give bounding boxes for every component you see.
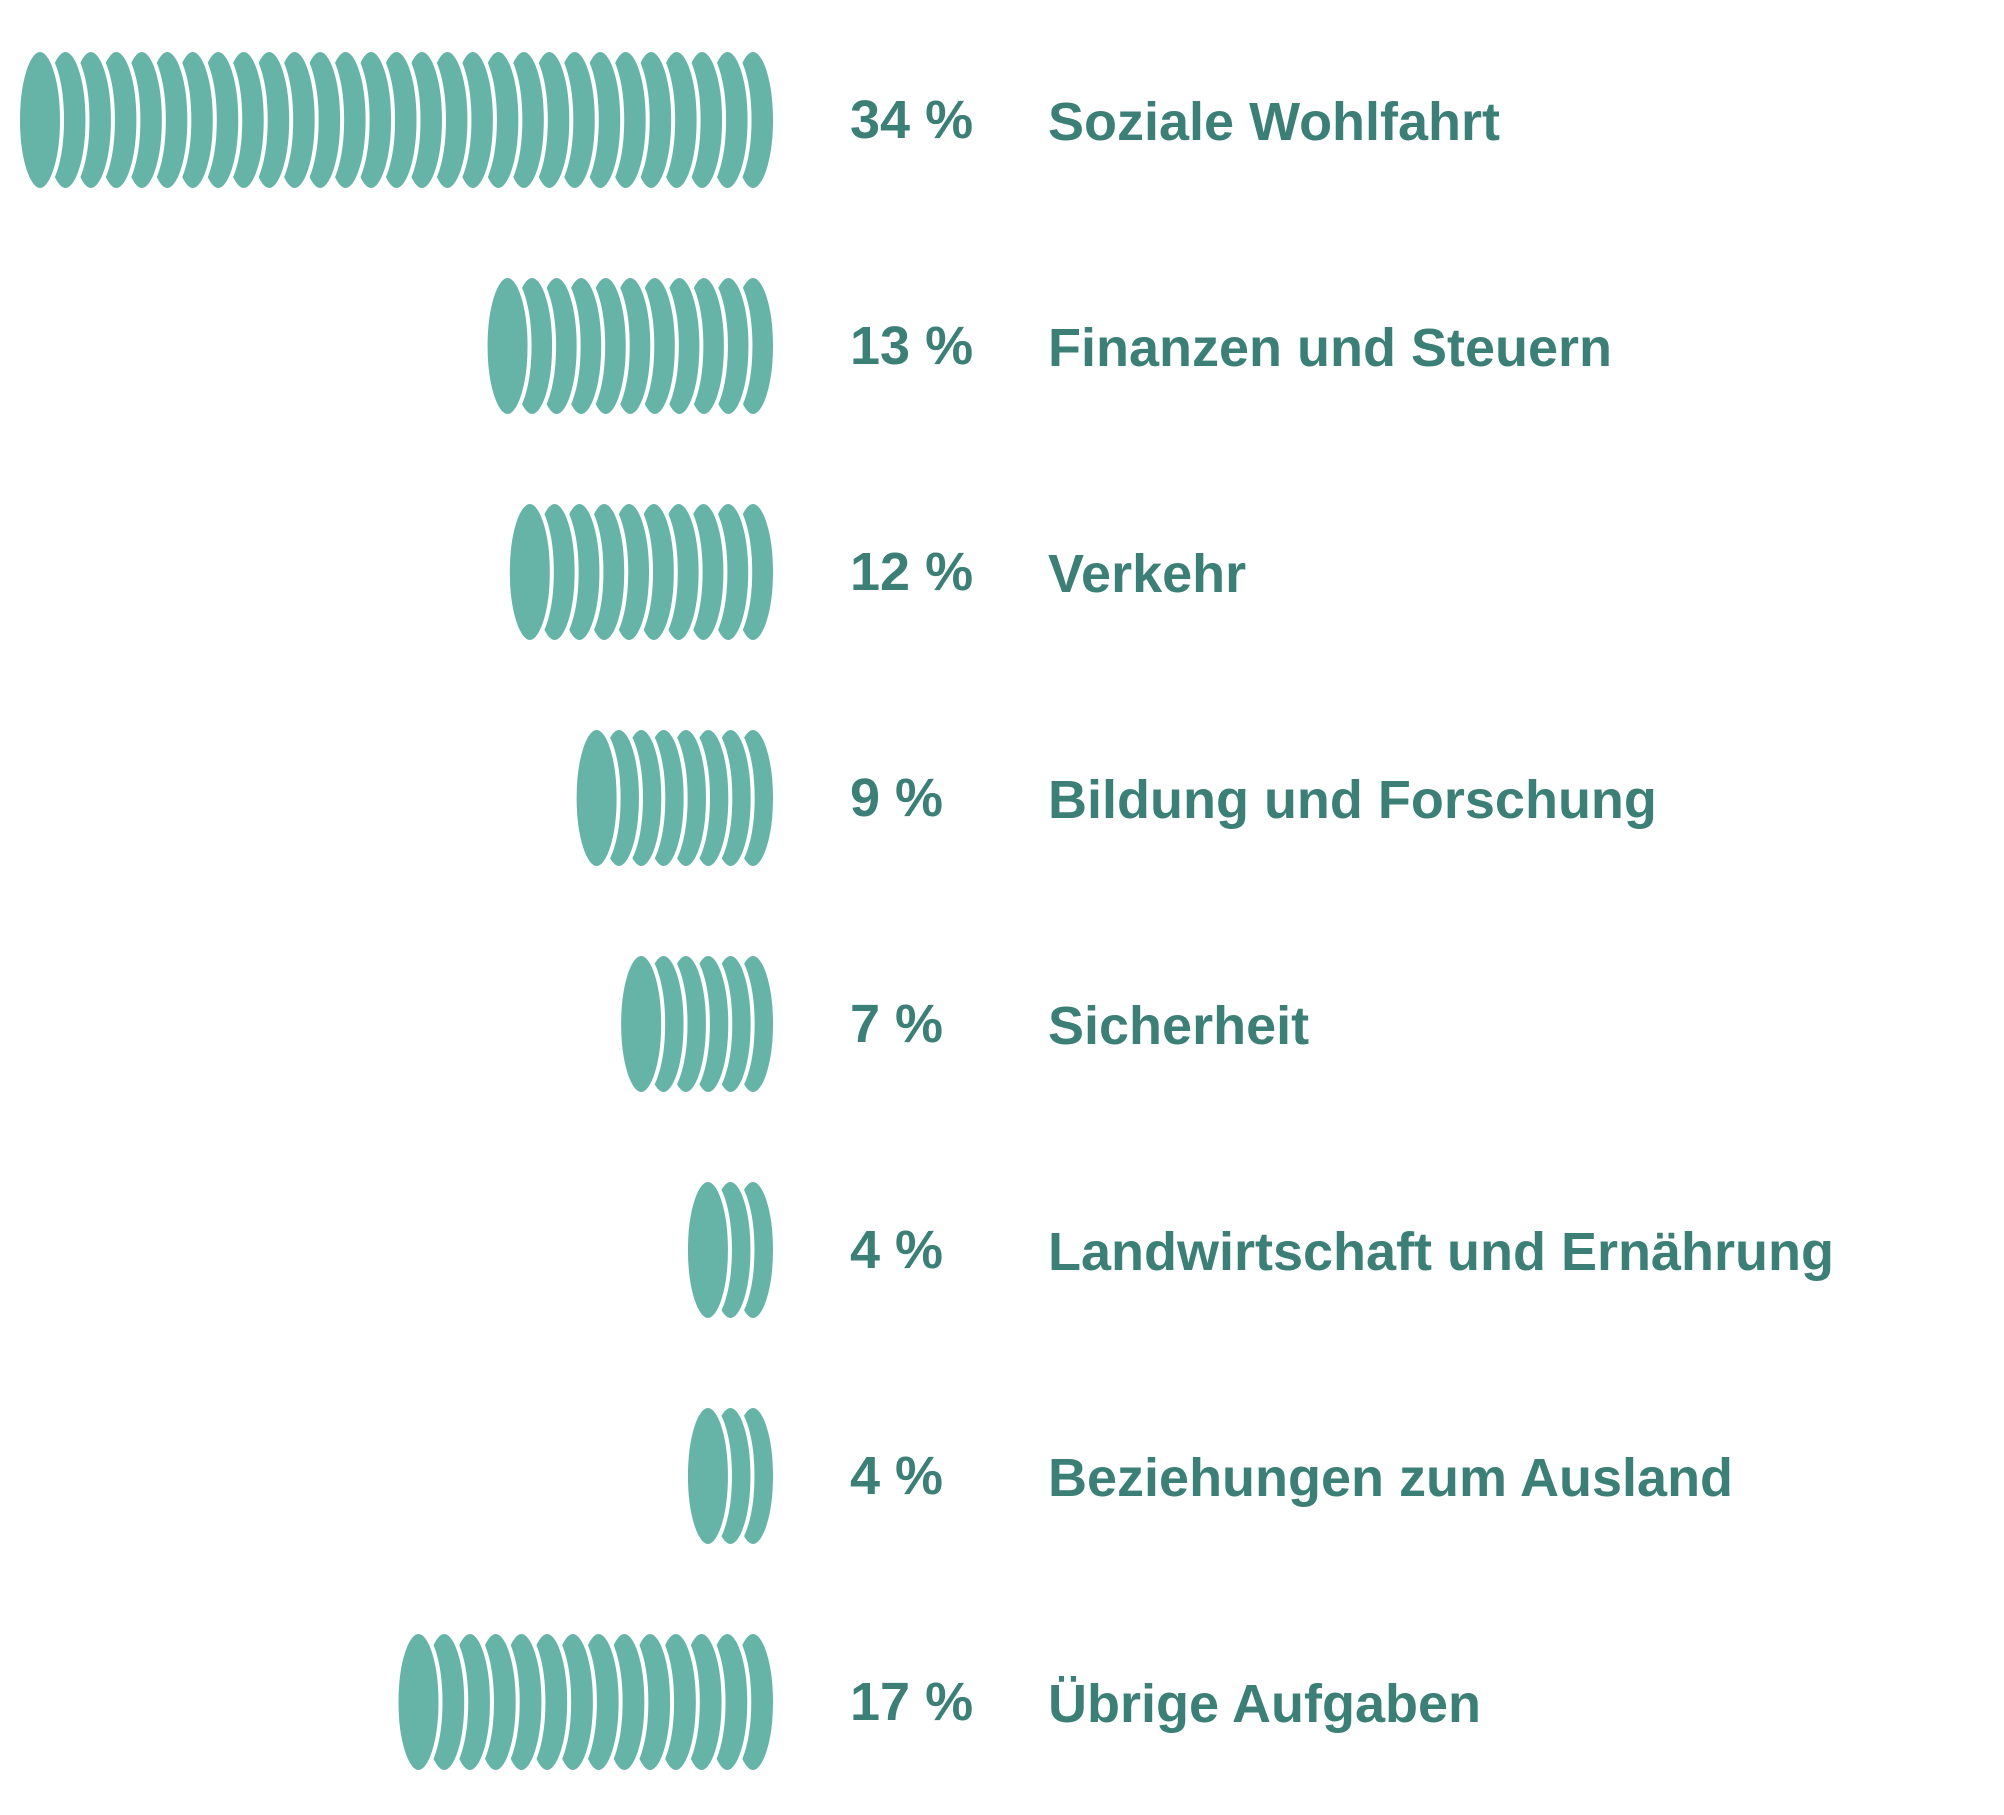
bar-6 [683,1178,777,1322]
bar-8 [394,1630,777,1774]
value-label: 4 % [850,1446,943,1506]
coin [16,48,64,192]
category-label: Verkehr [1048,544,1246,604]
category-label: Landwirtschaft und Ernährung [1048,1222,1834,1282]
coin [394,1630,443,1774]
value-label: 7 % [850,994,943,1054]
category-label: Sicherheit [1048,996,1309,1056]
bars-layer [16,48,777,1774]
value-label: 4 % [850,1220,943,1280]
category-label: Beziehungen zum Ausland [1048,1448,1733,1508]
bar-3 [505,500,777,644]
coin [572,726,621,870]
category-label: Übrige Aufgaben [1048,1674,1481,1734]
category-label: Soziale Wohlfahrt [1048,92,1500,152]
value-label: 13 % [850,316,973,376]
bar-5 [617,952,777,1096]
bar-1 [16,48,777,192]
coin [483,274,532,418]
bar-4 [572,726,777,870]
labels-layer: 34 % Soziale Wohlfahrt 13 % Finanzen und St… [850,90,1834,1734]
coin [505,500,554,644]
value-label: 12 % [850,542,973,602]
bar-2 [483,274,777,418]
coin [683,1178,732,1322]
value-label: 9 % [850,768,943,828]
category-label: Finanzen und Steuern [1048,318,1612,378]
value-label: 17 % [850,1672,973,1732]
bar-7 [683,1404,777,1548]
value-label: 34 % [850,90,973,150]
category-label: Bildung und Forschung [1048,770,1657,830]
coin [617,952,666,1096]
coin [683,1404,732,1548]
